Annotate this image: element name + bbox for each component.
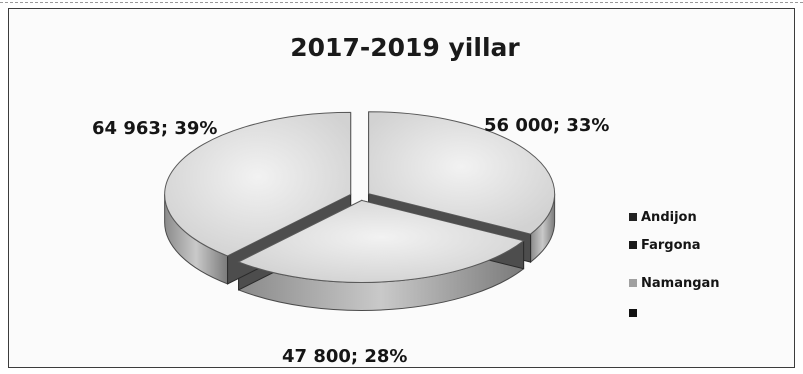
pie-slice-andijon (368, 111, 556, 235)
data-label-fargona: 47 800; 28% (282, 346, 407, 367)
legend: Andijon Fargona Namangan (629, 210, 720, 317)
legend-swatch-namangan (629, 279, 637, 287)
legend-swatch-fargona (629, 241, 637, 249)
pie-layer (164, 111, 556, 311)
pie-slice-fargona (237, 199, 525, 283)
top-dashed-rule (0, 2, 803, 3)
chart-title: 2017-2019 yillar (290, 33, 520, 62)
legend-swatch-andijon (629, 213, 637, 221)
legend-swatch-blank (629, 309, 637, 317)
data-label-andijon: 56 000; 33% (484, 115, 609, 136)
pie-slice-namangan (164, 111, 352, 257)
data-label-namangan: 64 963; 39% (92, 118, 217, 139)
legend-label-andijon: Andijon (641, 210, 697, 225)
legend-label-fargona: Fargona (641, 238, 701, 253)
legend-label-namangan: Namangan (641, 276, 720, 291)
